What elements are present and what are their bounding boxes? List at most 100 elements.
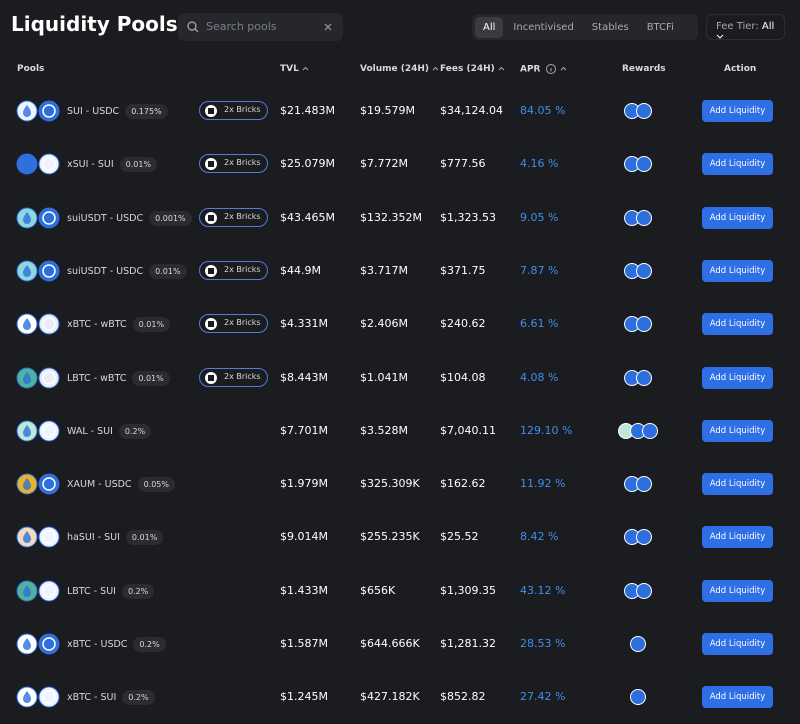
add-liquidity-button[interactable]: Add Liquidity bbox=[702, 633, 773, 655]
fee-badge: 0.05% bbox=[137, 477, 175, 493]
reward-icons bbox=[618, 422, 658, 439]
tab[interactable]: Stables bbox=[591, 21, 629, 33]
search-placeholder: Search pools bbox=[206, 20, 277, 33]
volume: $644.666K bbox=[360, 637, 420, 650]
table-row: LBTC - SUI 0.2% $1.433M $656K $1,309.35 43.12… bbox=[0, 576, 800, 606]
table-row: xBTC - wBTC 0.01% 2x Bricks $4.331M $2.406M $… bbox=[0, 309, 800, 339]
apr: 11.92 % bbox=[520, 477, 566, 491]
page-title: Liquidity Pools bbox=[11, 12, 178, 36]
apr: 27.42 % bbox=[520, 690, 566, 704]
pool-pair: xBTC - SUI bbox=[67, 692, 117, 704]
tab[interactable]: Incentivised bbox=[513, 21, 574, 33]
pool-cell: suiUSDT - USDC 0.001% bbox=[67, 210, 192, 226]
volume: $656K bbox=[360, 583, 396, 597]
fee-badge: 0.175% bbox=[125, 104, 168, 119]
volume: $2.406M bbox=[360, 317, 408, 331]
column-header: Rewards bbox=[622, 64, 666, 74]
fee-badge: 0.01% bbox=[132, 370, 170, 386]
pool-pair: LBTC - SUI bbox=[67, 585, 116, 597]
search-icon bbox=[187, 21, 199, 33]
add-liquidity-button[interactable]: Add Liquidity bbox=[702, 526, 773, 549]
add-liquidity-button[interactable]: Add Liquidity bbox=[702, 419, 773, 442]
column-header: APR bbox=[520, 64, 568, 75]
bricks-badge: 2x Bricks bbox=[199, 207, 268, 227]
bricks-badge: 2x Bricks bbox=[199, 154, 268, 174]
pool-cell: xBTC - SUI 0.2% bbox=[67, 690, 155, 706]
table-row: LBTC - wBTC 0.01% 2x Bricks $8.443M $1.041M $… bbox=[0, 363, 800, 393]
fee-badge: 0.01% bbox=[149, 263, 187, 279]
pool-cell: haSUI - SUI 0.01% bbox=[67, 530, 164, 546]
tvl: $1.245M bbox=[280, 690, 328, 704]
tvl: $21.483M bbox=[280, 104, 335, 117]
tab[interactable]: BTCFi bbox=[646, 21, 674, 33]
sort-icon bbox=[302, 66, 309, 70]
fee-badge: 0.2% bbox=[122, 690, 155, 706]
add-liquidity-button[interactable]: Add Liquidity bbox=[702, 473, 773, 496]
bricks-text: 2x Bricks bbox=[224, 371, 261, 381]
pool-cell: SUI - USDC 0.175% bbox=[67, 104, 168, 119]
bricks-text: 2x Bricks bbox=[224, 264, 261, 274]
pool-pair: XAUM - USDC bbox=[67, 479, 132, 491]
add-liquidity-button[interactable]: Add Liquidity bbox=[702, 153, 773, 176]
add-liquidity-button[interactable]: Add Liquidity bbox=[702, 100, 773, 122]
add-liquidity-button[interactable]: Add Liquidity bbox=[702, 366, 773, 389]
reward-icons bbox=[624, 529, 652, 546]
reward-icons bbox=[630, 636, 646, 652]
add-liquidity-button[interactable]: Add Liquidity bbox=[702, 313, 773, 336]
token-icons bbox=[16, 153, 60, 175]
pool-pair: xSUI - SUI bbox=[67, 159, 114, 171]
fee-badge: 0.2% bbox=[118, 423, 152, 439]
table-row: xSUI - SUI 0.01% 2x Bricks $25.079M $7.772M $… bbox=[0, 149, 800, 179]
add-liquidity-button[interactable]: Add Liquidity bbox=[702, 686, 773, 709]
tvl: $9.014M bbox=[280, 530, 328, 544]
token-icons bbox=[16, 367, 60, 388]
bricks-icon bbox=[205, 371, 217, 384]
apr: 4.16 % bbox=[520, 157, 559, 171]
column-header: Action bbox=[724, 64, 757, 74]
sort-icon bbox=[432, 66, 439, 70]
token-icons bbox=[16, 420, 60, 442]
fee-badge: 0.2% bbox=[121, 583, 155, 599]
table-row: haSUI - SUI 0.01% $9.014M $255.235K $25.52 8.… bbox=[0, 522, 800, 552]
fee-tier-value: All bbox=[761, 21, 775, 32]
volume: $3.528M bbox=[360, 423, 408, 437]
table-row: xBTC - SUI 0.2% $1.245M $427.182K $852.82 27.… bbox=[0, 682, 800, 712]
volume: $255.235K bbox=[360, 530, 420, 544]
fees: $777.56 bbox=[440, 157, 486, 171]
apr: 7.87 % bbox=[520, 263, 559, 277]
volume: $132.352M bbox=[360, 210, 422, 224]
fees: $1,281.32 bbox=[440, 637, 496, 650]
column-header: Fees (24H) bbox=[440, 64, 506, 74]
fee-badge: 0.001% bbox=[149, 210, 192, 226]
fees: $1,323.53 bbox=[440, 210, 496, 224]
token-icons bbox=[16, 260, 60, 282]
table-row: SUI - USDC 0.175% 2x Bricks $21.483M $19.579… bbox=[0, 96, 800, 126]
pool-pair: WAL - SUI bbox=[67, 425, 113, 437]
fee-badge: 0.01% bbox=[119, 157, 158, 173]
reward-icons bbox=[624, 369, 652, 386]
chevron bbox=[716, 34, 724, 39]
add-liquidity-button[interactable]: Add Liquidity bbox=[702, 579, 773, 602]
reward-icons bbox=[624, 582, 652, 599]
tvl: $25.079M bbox=[280, 157, 335, 171]
fees: $7,040.11 bbox=[440, 423, 496, 437]
fee-badge: 0.2% bbox=[133, 637, 166, 652]
reward-icons bbox=[624, 103, 652, 119]
pool-cell: XAUM - USDC 0.05% bbox=[67, 477, 175, 493]
clear-icon[interactable] bbox=[324, 23, 332, 31]
column-header: TVL bbox=[280, 64, 310, 74]
fee-tier-filter[interactable]: Fee Tier: All bbox=[706, 14, 785, 40]
add-liquidity-button[interactable]: Add Liquidity bbox=[702, 206, 773, 229]
volume: $7.772M bbox=[360, 157, 408, 171]
token-icons bbox=[16, 526, 60, 548]
table-row: suiUSDT - USDC 0.01% 2x Bricks $44.9M $3.717… bbox=[0, 256, 800, 286]
reward-icons bbox=[624, 316, 652, 333]
tvl: $4.331M bbox=[280, 317, 328, 331]
tab[interactable]: All bbox=[475, 16, 504, 38]
fees: $1,309.35 bbox=[440, 583, 496, 597]
add-liquidity-button[interactable]: Add Liquidity bbox=[702, 259, 773, 282]
info-icon bbox=[545, 64, 556, 74]
pool-cell: WAL - SUI 0.2% bbox=[67, 423, 152, 439]
search-box[interactable]: Search pools bbox=[178, 13, 343, 41]
pool-pair: suiUSDT - USDC bbox=[67, 212, 144, 224]
